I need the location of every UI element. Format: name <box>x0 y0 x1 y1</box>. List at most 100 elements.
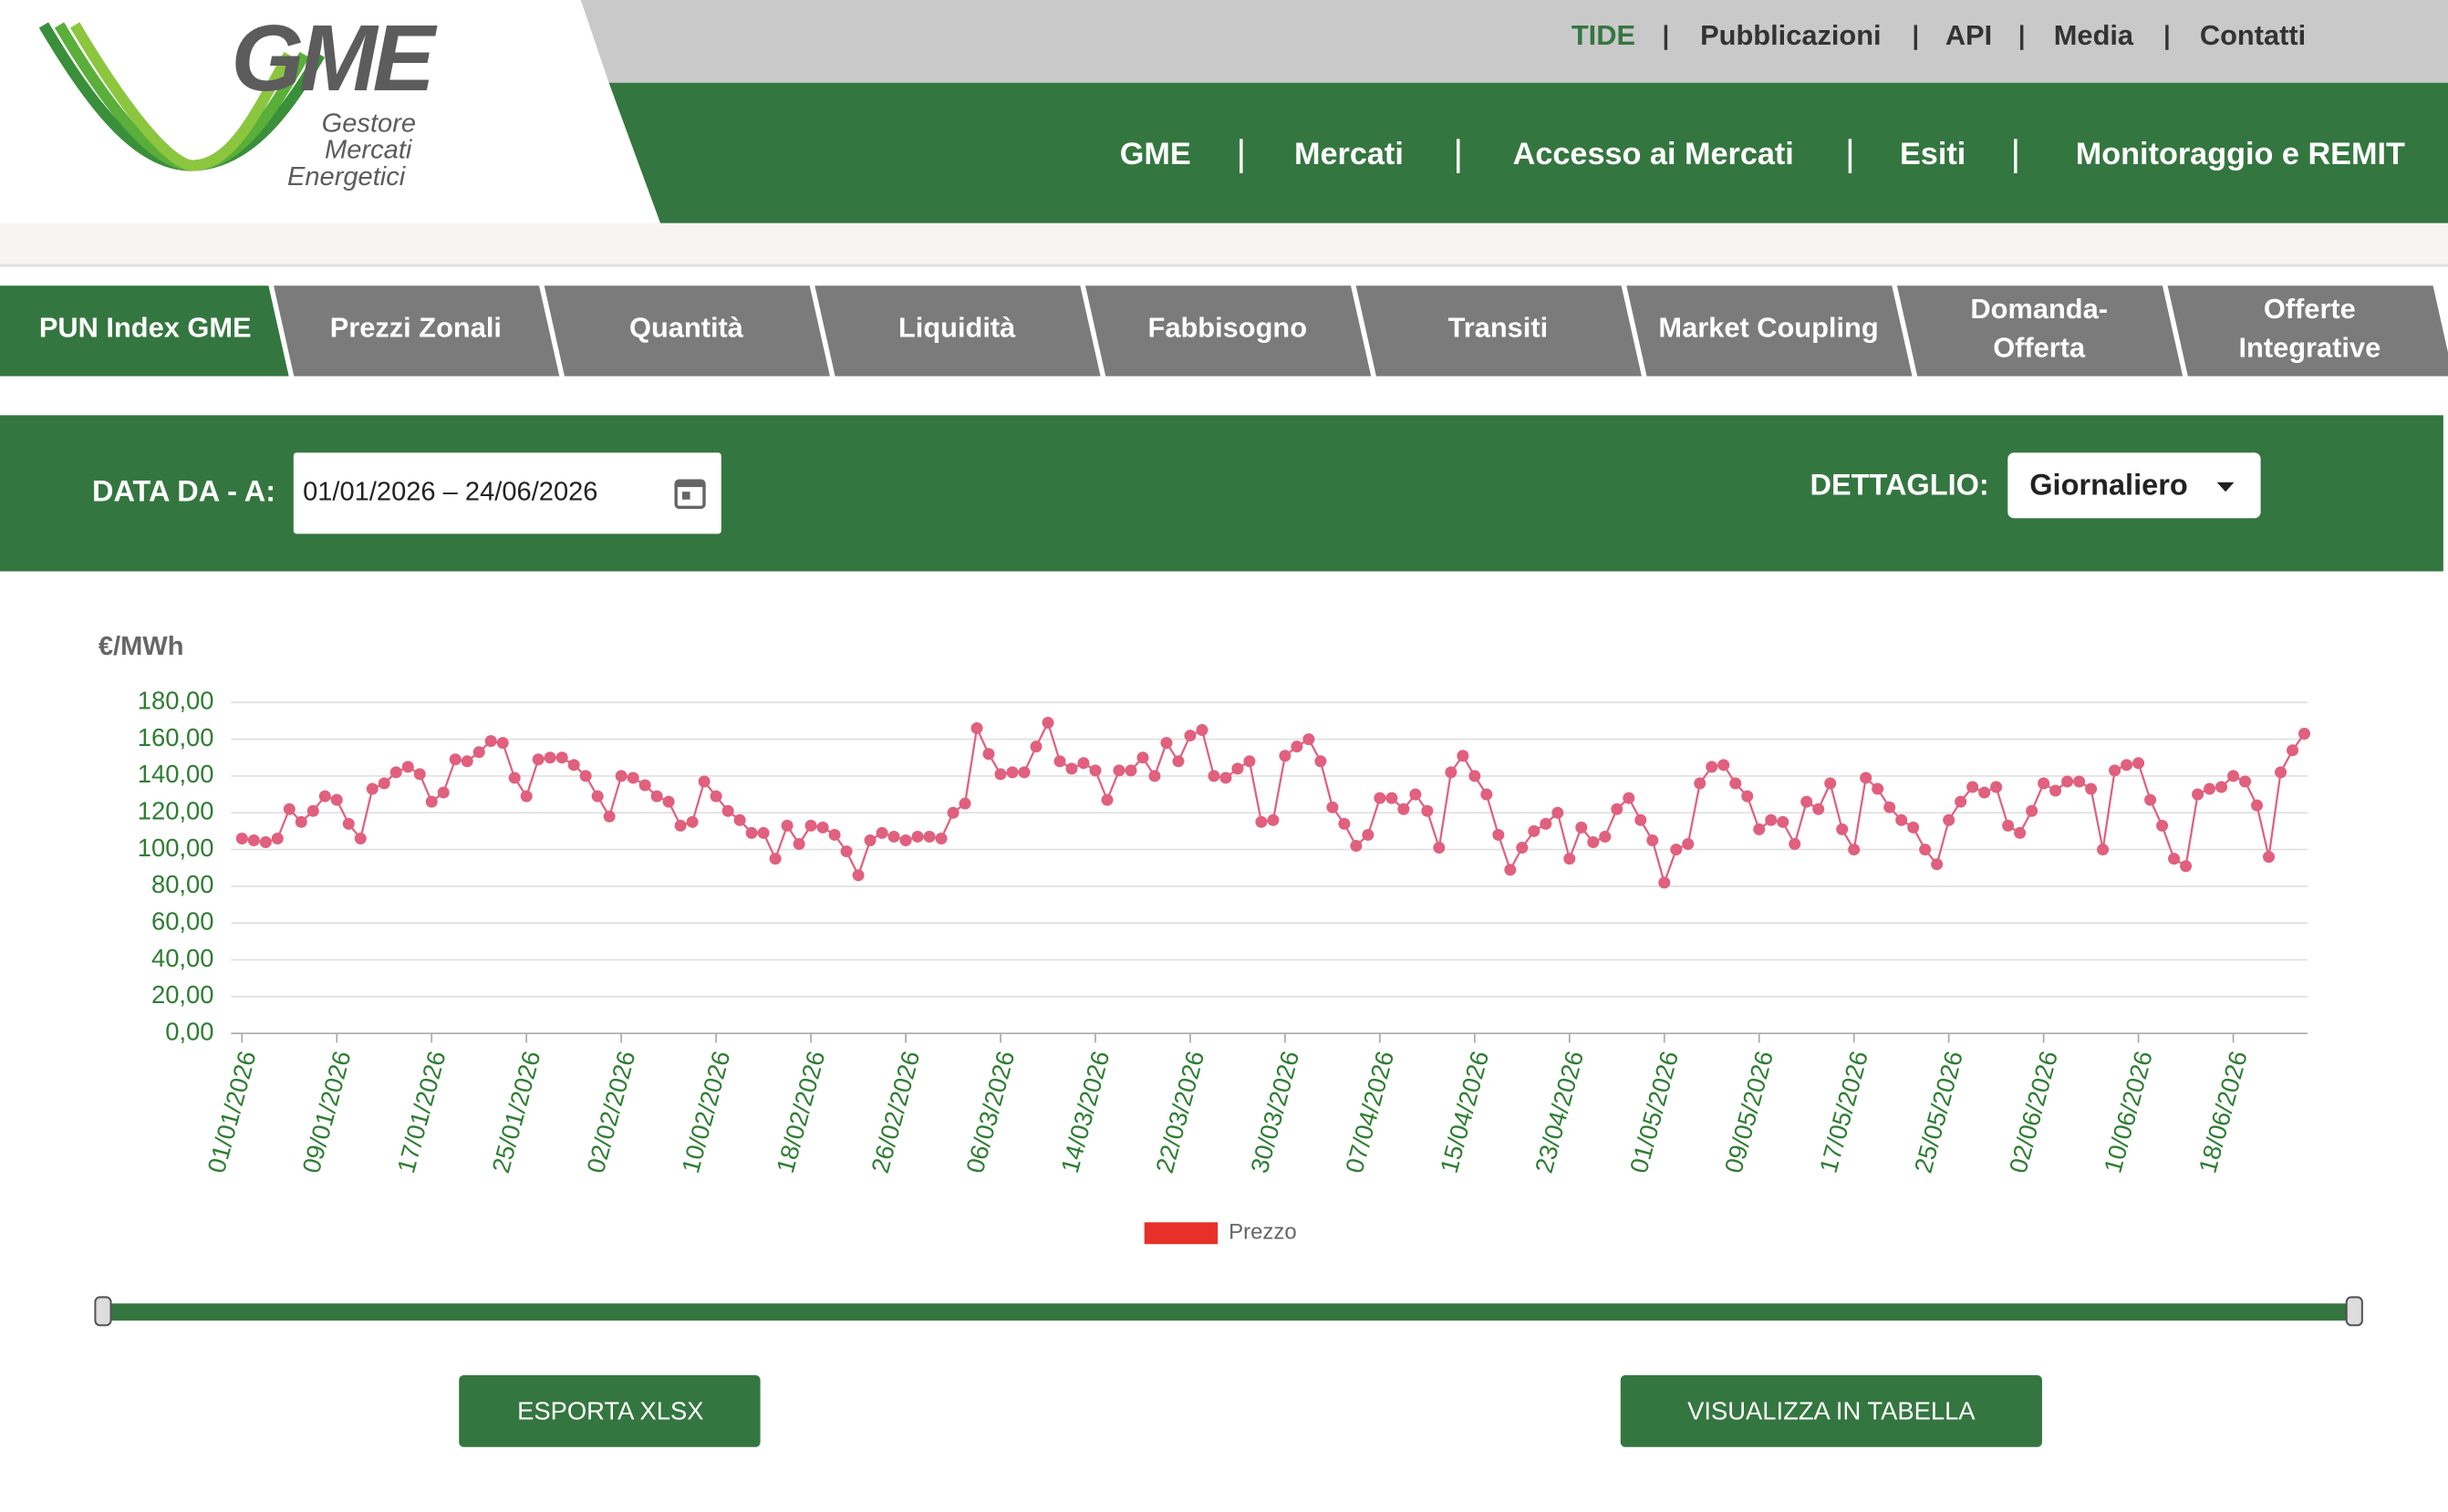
data-point <box>2038 777 2050 790</box>
button-label[interactable]: VISUALIZZA IN TABELLA <box>1687 1396 1976 1424</box>
data-point <box>615 770 628 782</box>
main-nav-link[interactable]: Monitoraggio e REMIT <box>2076 137 2405 171</box>
detail-label: DETTAGLIO: <box>1810 469 1988 502</box>
data-point <box>804 819 817 832</box>
top-nav-link[interactable]: Contatti <box>2200 19 2306 51</box>
data-point <box>2168 853 2181 865</box>
data-point <box>1990 781 2003 793</box>
data-point <box>247 834 260 846</box>
data-point <box>698 775 711 788</box>
data-point <box>1682 838 1695 851</box>
data-point <box>567 759 580 772</box>
main-nav-link[interactable]: GME <box>1120 137 1191 171</box>
data-point <box>2204 782 2216 795</box>
data-point <box>959 797 971 810</box>
data-point <box>2109 764 2121 777</box>
y-tick-label: 60,00 <box>151 906 214 935</box>
slider-handle[interactable] <box>94 1296 112 1327</box>
data-point <box>1551 806 1564 819</box>
x-tick-label: 18/02/2026 <box>771 1048 830 1175</box>
detail-value: Giornaliero <box>2029 469 2187 502</box>
tab[interactable] <box>1084 285 1372 377</box>
tab-label[interactable]: Integrative <box>2238 332 2381 364</box>
data-point <box>2156 819 2169 832</box>
data-point <box>283 803 296 815</box>
x-tick-label: 09/01/2026 <box>296 1048 356 1175</box>
data-point <box>2085 782 2098 795</box>
data-point <box>354 832 367 844</box>
data-point <box>2061 775 2074 788</box>
data-point <box>2144 793 2157 806</box>
data-point <box>461 755 473 768</box>
tab[interactable] <box>1355 285 1642 377</box>
tab[interactable] <box>544 285 830 377</box>
tab[interactable] <box>1626 285 1913 377</box>
tab-label[interactable]: Market Coupling <box>1658 311 1878 343</box>
data-point <box>1670 844 1683 856</box>
button-label[interactable]: ESPORTA XLSX <box>517 1396 703 1424</box>
tab[interactable] <box>1896 285 2183 377</box>
tab-label[interactable]: PUN Index GME <box>39 311 252 343</box>
data-point <box>1125 764 1137 777</box>
data-point <box>1397 803 1410 815</box>
date-input[interactable] <box>293 452 721 534</box>
tab-label[interactable]: Quantità <box>629 311 744 343</box>
data-point <box>1018 766 1031 779</box>
data-point <box>1528 824 1540 837</box>
main-nav-link[interactable]: Accesso ai Mercati <box>1513 137 1794 171</box>
data-point <box>1314 755 1327 768</box>
data-point <box>1421 804 1434 817</box>
data-point <box>1895 813 1908 826</box>
data-point <box>603 810 616 823</box>
button[interactable] <box>1620 1375 2042 1447</box>
tab[interactable] <box>0 285 289 377</box>
tab[interactable] <box>2167 285 2448 377</box>
data-point <box>923 830 936 843</box>
tab-label[interactable]: Domanda- <box>1970 293 2108 325</box>
tab-label[interactable]: Liquidità <box>898 311 1016 343</box>
data-point <box>2298 728 2311 740</box>
button[interactable] <box>459 1375 761 1447</box>
tab[interactable] <box>814 285 1101 377</box>
tab-label[interactable]: Fabbisogno <box>1148 311 1308 343</box>
tab-label[interactable]: Offerte <box>2264 293 2356 325</box>
logo-title: GME <box>231 5 438 110</box>
data-point <box>342 817 355 830</box>
data-point <box>745 826 758 839</box>
data-point <box>1101 793 1114 806</box>
tab-label[interactable]: Offerta <box>1993 332 2086 364</box>
slider-handle[interactable] <box>2345 1296 2363 1327</box>
data-point <box>271 832 284 844</box>
data-point <box>1291 740 1303 753</box>
tab[interactable] <box>274 285 560 377</box>
top-nav-link[interactable]: Pubblicazioni <box>1700 19 1881 51</box>
top-nav-link[interactable]: Media <box>2054 19 2134 51</box>
data-point <box>1575 821 1588 834</box>
top-nav-link[interactable]: TIDE <box>1571 19 1635 51</box>
main-nav-link[interactable]: Mercati <box>1294 137 1404 171</box>
data-point <box>1160 737 1173 750</box>
data-point <box>401 761 414 773</box>
data-point <box>840 845 853 858</box>
y-tick-label: 120,00 <box>138 796 214 824</box>
data-point <box>544 751 556 764</box>
data-point <box>1634 813 1647 826</box>
data-point <box>1563 853 1576 865</box>
tab-label[interactable]: Prezzi Zonali <box>330 311 502 343</box>
data-point <box>1267 813 1280 826</box>
series-line <box>242 720 2306 886</box>
data-point <box>2275 766 2287 779</box>
main-nav-link[interactable]: Esiti <box>1900 137 1966 171</box>
tab-label[interactable]: Transiti <box>1448 311 1549 343</box>
top-nav-link[interactable]: API <box>1945 19 1992 51</box>
data-point <box>935 832 948 844</box>
data-point <box>686 815 699 828</box>
data-point <box>662 795 675 808</box>
data-point <box>1053 755 1066 768</box>
data-point <box>2014 826 2027 839</box>
detail-select[interactable] <box>2007 452 2261 519</box>
legend-label[interactable]: Prezzo <box>1229 1220 1297 1245</box>
data-point <box>1243 755 1256 768</box>
data-point <box>2097 844 2110 856</box>
data-point <box>1646 834 1659 846</box>
